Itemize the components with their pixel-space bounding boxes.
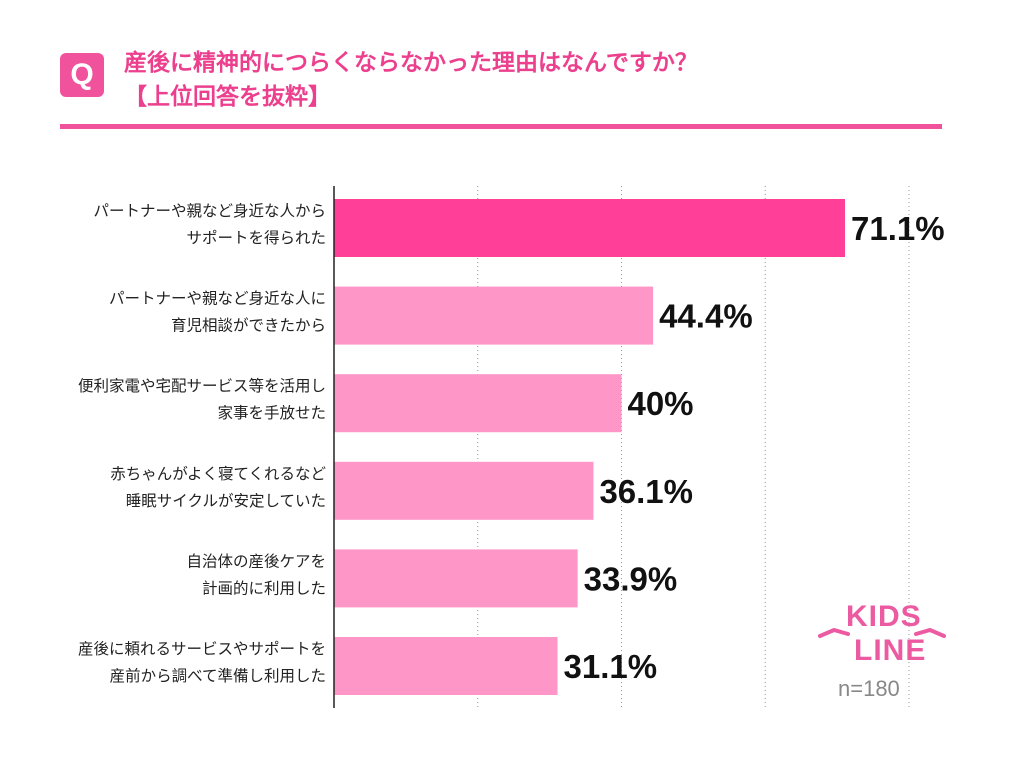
category-label: パートナーや親など身近な人に	[109, 290, 326, 308]
bar	[334, 286, 654, 345]
sample-size: n=180	[838, 676, 900, 701]
logo-right-arm-icon	[914, 627, 946, 638]
title-divider	[60, 124, 942, 129]
title-line-1: 産後に精神的につらくならなかった理由はなんですか？	[124, 50, 698, 76]
value-label: 40%	[627, 385, 693, 422]
category-label: 産前から調べて準備し利用した	[110, 667, 326, 685]
bar	[334, 374, 622, 433]
value-label: 71.1%	[851, 210, 945, 247]
bar	[334, 461, 594, 520]
category-label: パートナーや親など身近な人から	[93, 202, 326, 220]
category-label: 睡眠サイクルが安定していた	[126, 492, 326, 510]
logo-left-arm-icon	[818, 627, 850, 638]
title-line-2: 【上位回答を抜粋】	[124, 84, 331, 110]
category-label: 赤ちゃんがよく寝てくれるなど	[110, 464, 326, 483]
value-label: 31.1%	[564, 648, 658, 685]
category-label: 産後に頼れるサービスやサポートを	[78, 640, 326, 658]
value-label: 33.9%	[584, 560, 678, 597]
question-badge: Q	[60, 53, 104, 97]
value-label: 36.1%	[599, 473, 693, 510]
logo-line-1: KIDS	[846, 600, 922, 633]
category-label: 計画的に利用した	[202, 579, 326, 597]
category-label: 家事を手放せた	[217, 404, 326, 422]
category-label: 育児相談ができたから	[171, 317, 326, 335]
category-label: 便利家電や宅配サービス等を活用し	[78, 377, 326, 395]
bar	[334, 637, 558, 695]
category-label: サポートを得られた	[186, 229, 326, 247]
kidsline-logo: KIDS LINE	[818, 600, 946, 667]
bar	[334, 199, 845, 257]
chart-title: 産後に精神的につらくならなかった理由はなんですか？ 【上位回答を抜粋】	[124, 46, 698, 114]
category-label: 自治体の産後ケアを	[186, 552, 326, 570]
value-label: 44.4%	[659, 298, 753, 335]
logo-line-2: LINE	[854, 634, 926, 667]
bar	[334, 549, 578, 608]
